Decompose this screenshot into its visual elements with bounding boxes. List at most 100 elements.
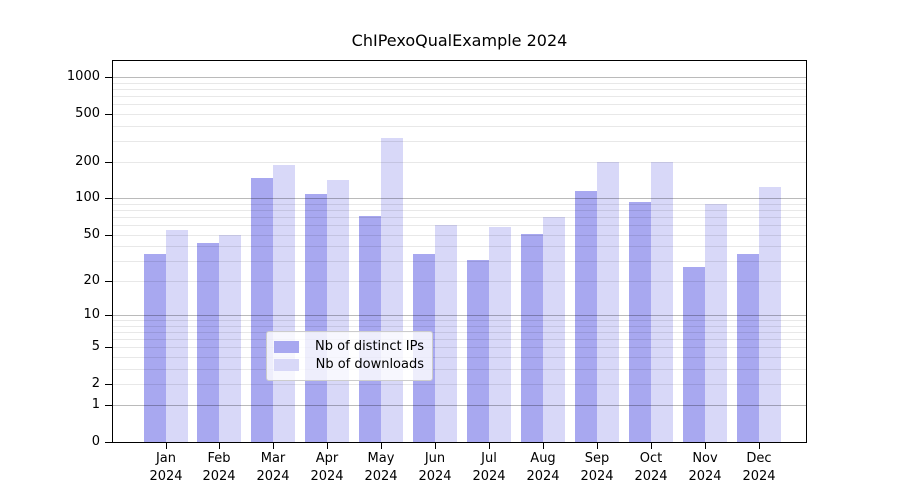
- legend-item-distinct-ips: Nb of distinct IPs: [274, 339, 424, 355]
- x-tick-label-oct: Oct 2024: [634, 451, 668, 484]
- bar-downloads-apr: [327, 180, 349, 443]
- y-tick-label-500: 500: [75, 106, 100, 121]
- x-tick-label-aug: Aug 2024: [526, 451, 560, 484]
- gridline-major-10: [112, 315, 807, 316]
- gridline-minor-90: [112, 204, 807, 205]
- y-tick-2: [105, 384, 112, 385]
- x-tick-mar: [273, 443, 274, 449]
- bar-downloads-nov: [705, 204, 727, 443]
- gridline-minor-4: [112, 357, 807, 358]
- gridline-minor-20: [112, 281, 807, 282]
- y-tick-50: [105, 235, 112, 236]
- gridline-minor-40: [112, 246, 807, 247]
- gridline-minor-50: [112, 235, 807, 236]
- y-tick-0: [105, 442, 112, 443]
- y-tick-1000: [105, 77, 112, 78]
- bar-downloads-jun: [435, 225, 457, 443]
- x-tick-label-jul: Jul 2024: [472, 451, 506, 484]
- x-tick-sep: [597, 443, 598, 449]
- gridline-minor-8: [112, 326, 807, 327]
- gridline-major-100: [112, 198, 807, 199]
- y-tick-label-50: 50: [83, 227, 100, 242]
- gridline-minor-5: [112, 347, 807, 348]
- x-tick-label-nov: Nov 2024: [688, 451, 722, 484]
- x-tick-label-sep: Sep 2024: [580, 451, 614, 484]
- x-tick-label-dec: Dec 2024: [742, 451, 776, 484]
- gridline-minor-500: [112, 114, 807, 115]
- y-tick-label-5: 5: [91, 339, 100, 354]
- x-tick-jul: [489, 443, 490, 449]
- bar-distinct-ips-oct: [629, 202, 651, 443]
- gridline-minor-2: [112, 384, 807, 385]
- y-tick-label-2: 2: [91, 376, 100, 391]
- x-tick-dec: [759, 443, 760, 449]
- gridline-minor-7: [112, 332, 807, 333]
- bar-distinct-ips-jul: [467, 260, 489, 443]
- legend-swatch-distinct-ips: [274, 341, 299, 353]
- y-tick-1: [105, 405, 112, 406]
- gridline-minor-6: [112, 339, 807, 340]
- bar-downloads-feb: [219, 235, 241, 443]
- x-tick-label-feb: Feb 2024: [202, 451, 236, 484]
- bar-downloads-jan: [166, 230, 188, 443]
- y-tick-5: [105, 347, 112, 348]
- gridline-minor-9: [112, 320, 807, 321]
- y-tick-100: [105, 198, 112, 199]
- chart-title: ChIPexoQualExample 2024: [351, 31, 568, 50]
- bar-distinct-ips-nov: [683, 267, 705, 443]
- y-tick-label-1: 1: [91, 397, 100, 412]
- x-tick-jun: [435, 443, 436, 449]
- gridline-minor-900: [112, 83, 807, 84]
- bar-downloads-dec: [759, 187, 781, 443]
- y-tick-label-200: 200: [75, 154, 100, 169]
- gridline-minor-200: [112, 162, 807, 163]
- y-tick-label-1000: 1000: [66, 69, 100, 84]
- bar-distinct-ips-sep: [575, 191, 597, 443]
- gridline-minor-700: [112, 96, 807, 97]
- y-tick-label-10: 10: [83, 307, 100, 322]
- x-tick-feb: [219, 443, 220, 449]
- legend-label-distinct-ips: Nb of distinct IPs: [315, 339, 424, 354]
- bar-distinct-ips-aug: [521, 234, 543, 443]
- gridline-minor-800: [112, 89, 807, 90]
- bar-distinct-ips-may: [359, 216, 381, 443]
- x-tick-aug: [543, 443, 544, 449]
- bar-distinct-ips-feb: [197, 243, 219, 443]
- x-tick-label-jun: Jun 2024: [418, 451, 452, 484]
- gridline-minor-400: [112, 126, 807, 127]
- legend-swatch-downloads: [274, 359, 299, 371]
- legend: Nb of distinct IPs Nb of downloads: [266, 331, 433, 381]
- y-tick-label-100: 100: [75, 190, 100, 205]
- legend-item-downloads: Nb of downloads: [274, 357, 424, 373]
- bar-downloads-mar: [273, 165, 295, 443]
- bar-downloads-sep: [597, 162, 619, 443]
- bar-distinct-ips-dec: [737, 254, 759, 443]
- gridline-minor-600: [112, 104, 807, 105]
- bar-downloads-may: [381, 138, 403, 443]
- x-tick-jan: [166, 443, 167, 449]
- gridline-minor-30: [112, 261, 807, 262]
- bar-downloads-jul: [489, 227, 511, 443]
- gridline-minor-60: [112, 225, 807, 226]
- x-tick-label-may: May 2024: [364, 451, 398, 484]
- y-tick-20: [105, 281, 112, 282]
- x-tick-label-apr: Apr 2024: [310, 451, 344, 484]
- legend-label-downloads: Nb of downloads: [315, 357, 424, 372]
- y-tick-200: [105, 162, 112, 163]
- x-tick-oct: [651, 443, 652, 449]
- gridline-minor-3: [112, 369, 807, 370]
- bar-downloads-aug: [543, 217, 565, 443]
- gridline-major-1: [112, 405, 807, 406]
- gridline-minor-300: [112, 141, 807, 142]
- x-tick-label-jan: Jan 2024: [149, 451, 183, 484]
- bar-distinct-ips-jan: [144, 254, 166, 443]
- plot-area: [112, 60, 807, 443]
- x-tick-label-mar: Mar 2024: [256, 451, 290, 484]
- gridline-minor-80: [112, 210, 807, 211]
- x-tick-apr: [327, 443, 328, 449]
- x-tick-nov: [705, 443, 706, 449]
- gridline-major-1000: [112, 77, 807, 78]
- y-tick-label-0: 0: [91, 434, 100, 449]
- bar-downloads-oct: [651, 162, 673, 443]
- y-tick-label-20: 20: [83, 273, 100, 288]
